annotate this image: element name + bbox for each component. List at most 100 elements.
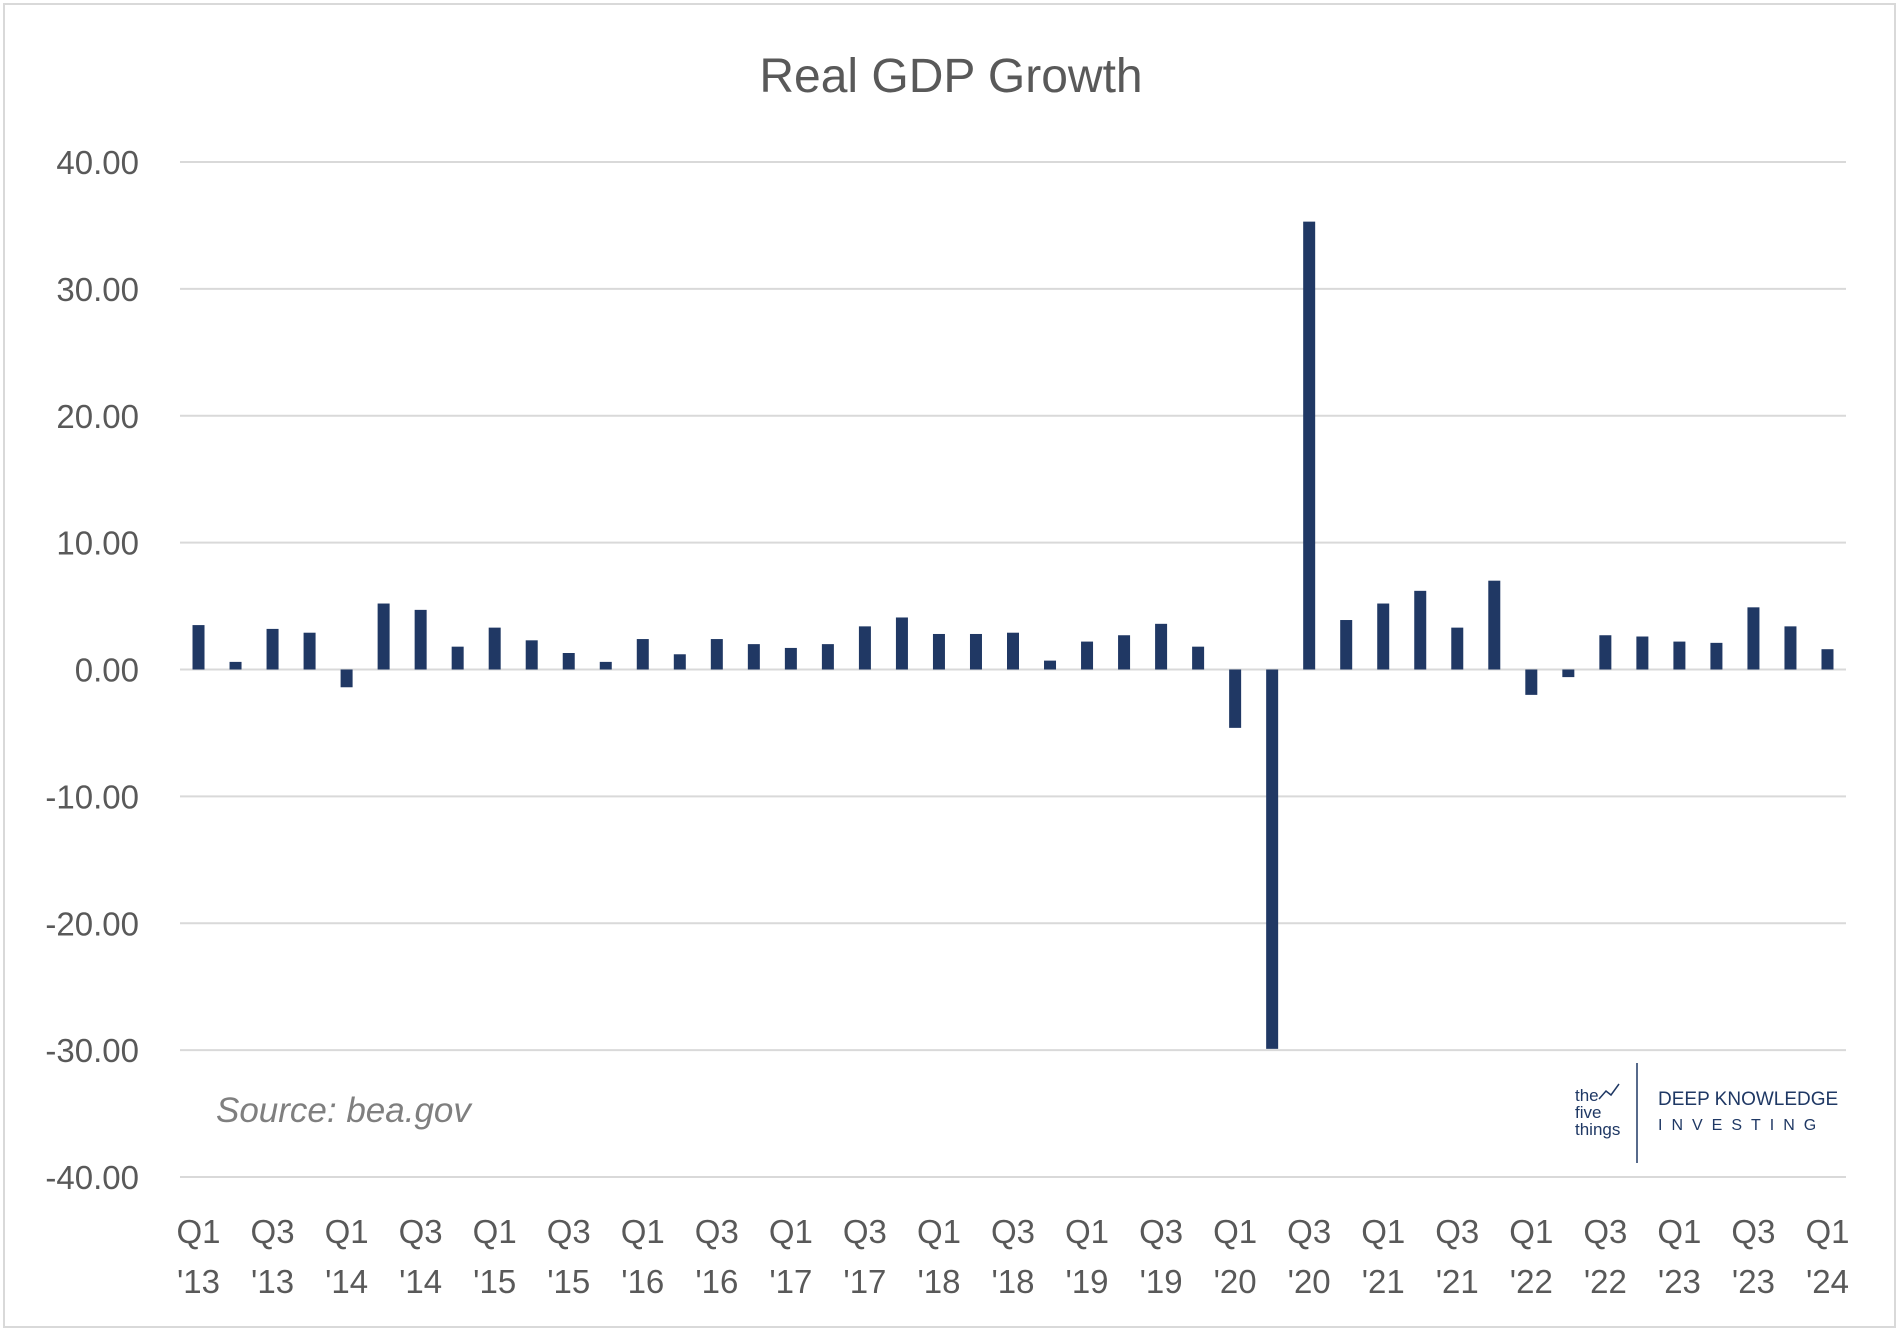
bar: Q1 '16: [636, 639, 649, 670]
x-tick-label: Q1'20: [1213, 1213, 1257, 1300]
x-tick-year: '23: [1732, 1263, 1775, 1300]
y-tick-label: 0.00: [75, 652, 139, 689]
bar: Q4 '18: [1044, 660, 1057, 670]
bar: Q3 '14: [414, 609, 427, 670]
x-tick-label: Q1'19: [1065, 1213, 1109, 1300]
x-tick-quarter: Q1: [1509, 1213, 1553, 1250]
x-axis-ticks: Q1'13Q3'13Q1'14Q3'14Q1'15Q3'15Q1'16Q3'16…: [176, 1213, 1849, 1300]
logo-text-five: five: [1575, 1103, 1601, 1122]
x-tick-label: Q3'19: [1139, 1213, 1183, 1300]
x-tick-label: Q1'18: [917, 1213, 961, 1300]
bar: Q4 '19: [1192, 646, 1205, 670]
x-tick-year: '15: [547, 1263, 590, 1300]
x-tick-year: '22: [1584, 1263, 1627, 1300]
source-annotation: Source: bea.gov: [216, 1091, 473, 1130]
logo-trend-icon: [1598, 1083, 1620, 1100]
bar: Q3 '22: [1599, 635, 1612, 670]
x-tick-year: '21: [1436, 1263, 1479, 1300]
x-tick-year: '23: [1658, 1263, 1701, 1300]
bar: Q2 '16: [673, 654, 686, 670]
x-tick-year: '21: [1362, 1263, 1405, 1300]
bar: Q3 '17: [858, 626, 871, 670]
x-tick-year: '16: [621, 1263, 664, 1300]
x-tick-year: '13: [177, 1263, 220, 1300]
y-tick-label: -10.00: [45, 778, 139, 815]
y-tick-label: 40.00: [56, 144, 139, 181]
x-tick-quarter: Q3: [843, 1213, 887, 1250]
chart-title: Real GDP Growth: [759, 50, 1142, 103]
x-tick-label: Q1'14: [325, 1213, 369, 1300]
logo-text-things: things: [1575, 1120, 1620, 1139]
bar: Q1 '14: [340, 669, 353, 688]
bar: Q1 '21: [1377, 603, 1390, 670]
bar: Q3 '23: [1747, 607, 1760, 670]
x-tick-label: Q1'23: [1657, 1213, 1701, 1300]
x-tick-quarter: Q3: [1731, 1213, 1775, 1250]
logo-sub-text: INVESTING: [1658, 1117, 1825, 1134]
bar: Q4 '17: [895, 617, 908, 670]
y-tick-label: 30.00: [56, 271, 139, 308]
bar: Q3 '21: [1451, 627, 1464, 670]
bar: Q4 '22: [1636, 636, 1649, 670]
chart-frame: Real GDP Growth 40.00 30.00 20.00 10.00 0.00…: [3, 3, 1896, 1328]
x-tick-quarter: Q1: [1361, 1213, 1405, 1250]
bar: Q2 '19: [1118, 635, 1131, 670]
bar: Q1 '23: [1673, 641, 1686, 670]
x-tick-label: Q3'13: [251, 1213, 295, 1300]
bars: Q1 '13 Q2 '13 Q3 '13 Q4 '13 Q1 '14 Q2 '14 Q3 '…: [192, 221, 1834, 1049]
x-tick-quarter: Q3: [547, 1213, 591, 1250]
x-tick-year: '19: [1140, 1263, 1183, 1300]
x-tick-year: '18: [991, 1263, 1034, 1300]
x-tick-label: Q1'24: [1805, 1213, 1849, 1300]
bar: Q2 '18: [969, 633, 982, 670]
bar: Q1 '17: [784, 647, 797, 670]
x-tick-label: Q3'14: [399, 1213, 443, 1300]
x-tick-year: '13: [251, 1263, 294, 1300]
y-tick-label: 20.00: [56, 398, 139, 435]
bar: Q3 '18: [1007, 632, 1019, 670]
logo-text-the: the: [1575, 1086, 1599, 1105]
x-tick-year: '17: [769, 1263, 812, 1300]
x-tick-quarter: Q3: [399, 1213, 443, 1250]
x-tick-label: Q3'21: [1435, 1213, 1479, 1300]
x-tick-year: '18: [917, 1263, 960, 1300]
x-tick-year: '20: [1214, 1263, 1257, 1300]
x-tick-quarter: Q3: [695, 1213, 739, 1250]
x-tick-quarter: Q1: [917, 1213, 961, 1250]
x-tick-quarter: Q3: [251, 1213, 295, 1250]
x-tick-quarter: Q1: [1657, 1213, 1701, 1250]
bar: Q2 '17: [821, 644, 834, 670]
x-tick-label: Q3'18: [991, 1213, 1035, 1300]
x-tick-label: Q1'16: [621, 1213, 665, 1300]
bar: Q3 '20: [1303, 221, 1316, 670]
x-tick-label: Q1'17: [769, 1213, 813, 1300]
x-tick-quarter: Q1: [176, 1213, 220, 1250]
x-tick-quarter: Q3: [991, 1213, 1035, 1250]
bar: Q4 '15: [599, 661, 612, 670]
bar: Q4 '16: [747, 644, 760, 670]
x-tick-label: Q3'15: [547, 1213, 591, 1300]
x-tick-label: Q3'22: [1583, 1213, 1627, 1300]
x-tick-quarter: Q3: [1583, 1213, 1627, 1250]
x-tick-label: Q1'22: [1509, 1213, 1553, 1300]
x-tick-quarter: Q3: [1435, 1213, 1479, 1250]
bar: Q3 '16: [710, 639, 723, 670]
x-tick-year: '20: [1288, 1263, 1331, 1300]
bar-chart: Real GDP Growth 40.00 30.00 20.00 10.00 0.00…: [45, 50, 1849, 1300]
x-tick-label: Q3'23: [1731, 1213, 1775, 1300]
bar: Q2 '23: [1710, 642, 1723, 670]
bar: Q1 '22: [1525, 669, 1538, 695]
x-tick-quarter: Q1: [1805, 1213, 1849, 1250]
x-tick-year: '14: [325, 1263, 368, 1300]
x-tick-quarter: Q1: [621, 1213, 665, 1250]
x-tick-label: Q3'20: [1287, 1213, 1331, 1300]
x-tick-quarter: Q3: [1287, 1213, 1331, 1250]
x-tick-quarter: Q1: [325, 1213, 369, 1250]
bar: Q3 '15: [562, 653, 575, 670]
bar: Q3 '13: [266, 628, 279, 670]
bar: Q3 '19: [1155, 623, 1168, 670]
x-tick-quarter: Q1: [1065, 1213, 1109, 1250]
y-axis-ticks: 40.00 30.00 20.00 10.00 0.00 -10.00 -20.00 -30.…: [45, 144, 139, 1196]
x-tick-year: '22: [1510, 1263, 1553, 1300]
y-tick-label: -40.00: [45, 1159, 139, 1196]
